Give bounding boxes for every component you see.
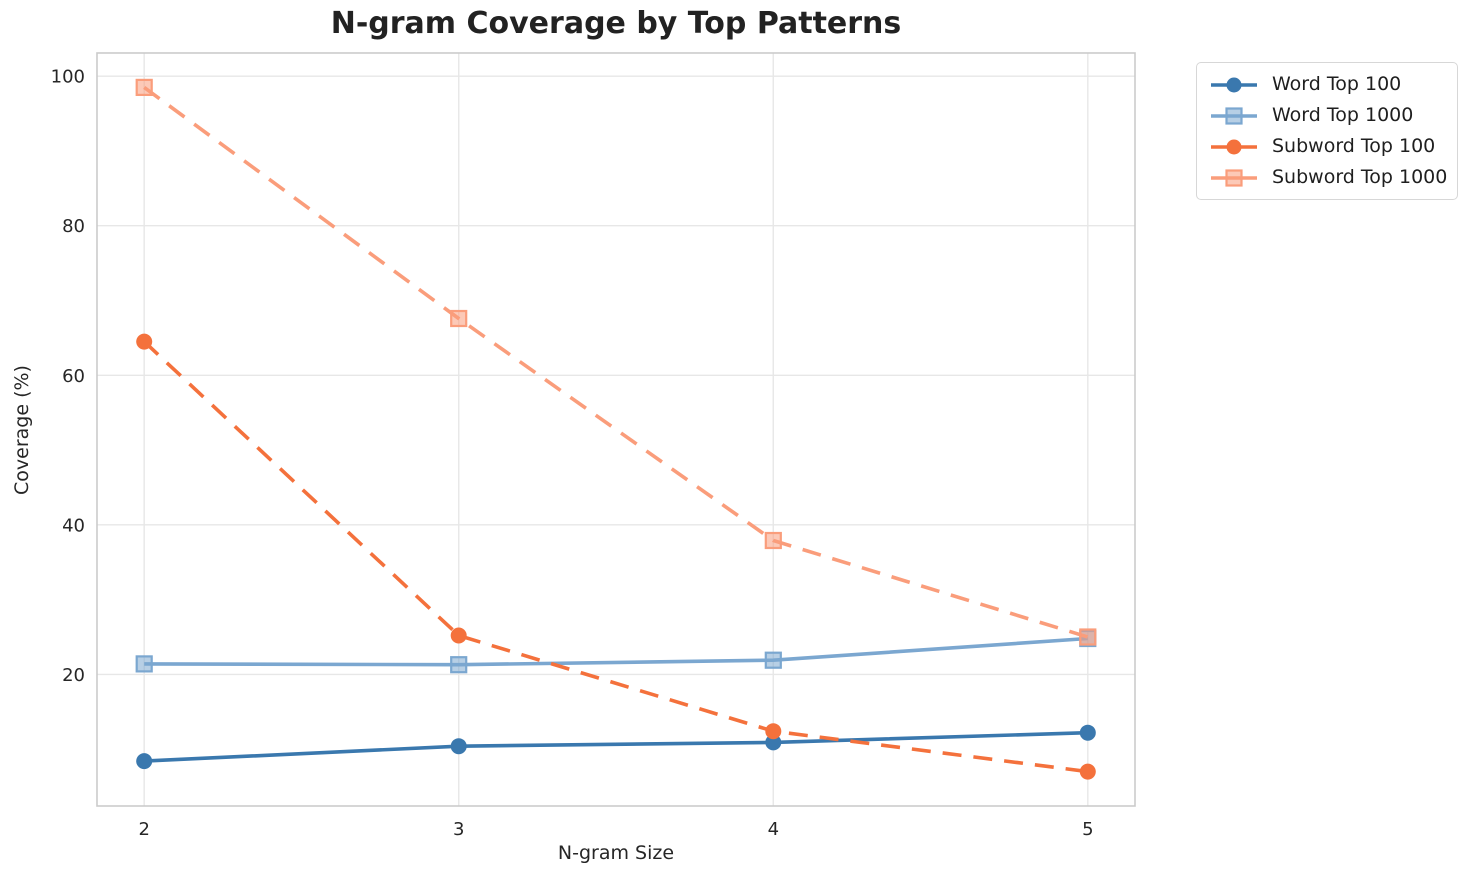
- marker-subword-top-100-4: [765, 723, 782, 740]
- marker-word-top-1000-4: [764, 651, 782, 669]
- marker-subword-top-1000-5: [1079, 628, 1097, 646]
- marker-word-top-1000-3: [450, 656, 468, 674]
- x-tick-label-2: 2: [138, 819, 149, 840]
- series-line-subword-top-1000: [143, 85, 1089, 639]
- marker-word-top-100-2: [136, 753, 153, 770]
- x-axis-label: N-gram Size: [557, 842, 675, 864]
- legend-item-subword-top-1000: Subword Top 1000: [1209, 166, 1448, 189]
- marker-subword-top-1000-4: [764, 531, 782, 550]
- y-tick-label-100: 100: [51, 67, 85, 88]
- legend-label-word-top-100: Word Top 100: [1272, 73, 1402, 95]
- marker-subword-top-1000-3: [450, 309, 468, 328]
- series-line-word-top-1000: [144, 636, 1088, 667]
- axes-spines: [96, 52, 1136, 807]
- legend-label-subword-top-1000: Subword Top 1000: [1272, 166, 1448, 188]
- y-axis-label: Coverage (%): [11, 365, 33, 495]
- legend: Word Top 100 Word Top 1000 Subword Top 100…: [1196, 62, 1458, 200]
- legend-sample-subword-top-1000: [1211, 168, 1257, 187]
- y-tick-label-20: 20: [62, 665, 85, 686]
- y-tick-label-40: 40: [62, 515, 85, 536]
- legend-item-word-top-1000: Word Top 1000: [1209, 104, 1445, 127]
- x-tick-label-3: 3: [453, 819, 464, 840]
- legend-sample-subword-top-100: [1211, 139, 1257, 154]
- series-line-subword-top-100: [142, 340, 1089, 774]
- chart-title: N-gram Coverage by Top Patterns: [330, 6, 902, 41]
- y-tick-label-80: 80: [62, 216, 85, 237]
- marker-word-top-100-3: [450, 738, 467, 755]
- marker-word-top-1000-2: [135, 655, 153, 673]
- legend-sample-word-top-100: [1211, 77, 1257, 92]
- y-tick-label-60: 60: [62, 366, 85, 387]
- marker-word-top-100-4: [765, 734, 782, 751]
- legend-label-subword-top-100: Subword Top 100: [1272, 135, 1436, 157]
- series-line-word-top-100: [144, 730, 1088, 763]
- legend-item-subword-top-100: Subword Top 100: [1209, 135, 1445, 158]
- marker-word-top-100-5: [1079, 724, 1096, 741]
- marker-subword-top-100-5: [1079, 763, 1096, 780]
- legend-label-word-top-1000: Word Top 1000: [1272, 104, 1414, 126]
- x-tick-label-5: 5: [1082, 819, 1093, 840]
- marker-subword-top-100-2: [136, 333, 153, 350]
- marker-subword-top-1000-2: [135, 78, 153, 97]
- marker-subword-top-100-3: [450, 627, 467, 644]
- legend-sample-word-top-1000: [1211, 106, 1257, 125]
- x-tick-label-4: 4: [768, 819, 779, 840]
- legend-item-word-top-100: Word Top 100: [1209, 73, 1445, 96]
